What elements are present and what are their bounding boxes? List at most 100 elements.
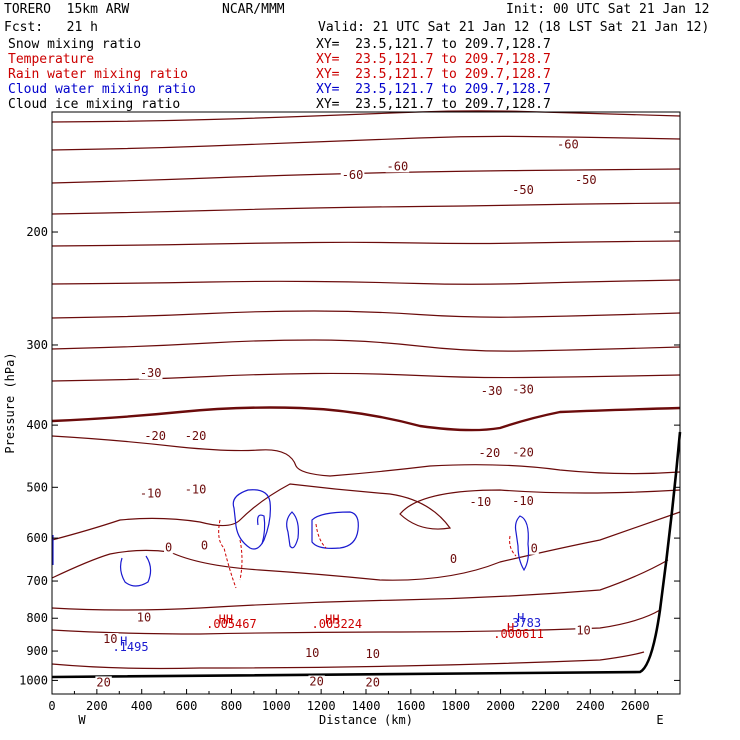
temperature-contour-label-bg: [448, 553, 459, 566]
cloud-water-contour: [311, 511, 359, 549]
cloud-water-contours: [52, 489, 530, 587]
temperature-contour-label-bg: [468, 495, 493, 508]
temperature-contour-label-bg: [511, 494, 535, 507]
temperature-contour-label-bg: [364, 676, 381, 689]
rain-water-contour: [509, 535, 517, 557]
contour-labels: -60 -60 -60 -50 -50 -30 -30 -30 -20 -20 -20 -20 -10 -…: [95, 137, 598, 690]
temperature-contour-label-bg: [303, 646, 321, 659]
y-tick-label: 500: [26, 480, 48, 494]
cloud-water-label: .1495: [112, 640, 148, 654]
temperature-contour-label-bg: [164, 541, 174, 554]
temperature-contour-label: -20: [185, 429, 207, 443]
cloud-water-label: .3783: [505, 616, 541, 630]
field-xy-cloud-water: XY= 23.5,121.7 to 209.7,128.7: [316, 82, 551, 97]
rain-water-contour: [315, 523, 327, 549]
x-tick-label: 2400: [576, 699, 605, 713]
temperature-contour-label: 10: [137, 611, 151, 625]
y-tick-label: 200: [26, 225, 48, 239]
temperature-contour-label-bg: [138, 367, 163, 380]
temperature-contour-label: -10: [470, 495, 492, 509]
rain-water-label: .000611: [493, 627, 544, 641]
temperature-contour-label-bg: [479, 385, 504, 398]
y-tick-label: 300: [26, 338, 48, 352]
temperature-contour-label: -10: [140, 486, 162, 500]
y-tick-label: 800: [26, 611, 48, 625]
field-xy-rain: XY= 23.5,121.7 to 209.7,128.7: [316, 67, 551, 82]
terrain-profile: [51, 431, 682, 679]
header-init: Init: 00 UTC Sat 21 Jan 12: [506, 2, 710, 17]
temperature-contour-label: 10: [305, 646, 319, 660]
temperature-contour-label-bg: [364, 647, 381, 660]
field-xy-temperature: XY= 23.5,121.7 to 209.7,128.7: [316, 52, 551, 67]
y-tick-label: 900: [26, 644, 48, 658]
cloud-water-contour: [257, 514, 266, 545]
x-tick-label: 800: [221, 699, 243, 713]
x-tick-label: 2600: [621, 699, 650, 713]
temperature-contour: [51, 202, 681, 215]
zero-degree-contour: [51, 406, 681, 432]
x-tick-label: 2200: [531, 699, 560, 713]
temperature-contour-label: -20: [512, 445, 534, 459]
y-tick-label: 700: [26, 574, 48, 588]
x-tick-label: 1400: [352, 699, 381, 713]
temperature-contour: [51, 310, 681, 319]
x-tick-label: 2000: [486, 699, 515, 713]
temperature-contour-label: -60: [387, 159, 409, 173]
x-tick-label: 400: [131, 699, 153, 713]
temperature-contour-label-bg: [183, 430, 208, 443]
temperature-contour-label: 0: [201, 538, 208, 552]
temperature-contour-label: -60: [557, 137, 579, 151]
x-tick-label: 1800: [441, 699, 470, 713]
rain-water-label: HH: [219, 612, 233, 626]
cloud-water-contour: [119, 555, 152, 587]
field-name-temperature: Temperature: [8, 52, 95, 67]
field-name-cloud-water: Cloud water mixing ratio: [8, 82, 196, 97]
temperature-contour-label-bg: [183, 483, 208, 496]
temperature-contour-label-bg: [385, 160, 410, 173]
temperature-contour-label: 10: [366, 647, 380, 661]
x-tick-label: 0: [48, 699, 55, 713]
temperature-contour-label: -10: [185, 483, 207, 497]
cloud-water-contour: [286, 511, 299, 549]
temperature-contour-label: 20: [309, 675, 323, 689]
temperature-contour-label-bg: [138, 487, 163, 500]
temperature-contour-label: 0: [165, 541, 172, 555]
temperature-contour-label: -20: [479, 446, 501, 460]
temperature-contour-label-bg: [511, 183, 535, 196]
temperature-contour-label: 0: [531, 542, 538, 556]
y-tick-label: 600: [26, 531, 48, 545]
x-tick-label: 600: [176, 699, 198, 713]
header-fcst: Fcst: 21 h: [4, 20, 98, 35]
temperature-contour-label: -30: [512, 383, 534, 397]
temperature-contour-label-bg: [308, 675, 325, 688]
x-axis-label: Distance (km): [319, 713, 413, 727]
temperature-contour: [51, 511, 681, 581]
temperature-contour-label: -50: [512, 183, 534, 197]
rain-water-contour: [218, 519, 237, 589]
y-tick-label: 1000: [19, 673, 48, 687]
temperature-contour-label: -20: [144, 429, 166, 443]
temperature-contour-label-bg: [511, 383, 535, 396]
temperature-contour-label-bg: [575, 624, 592, 637]
temperature-contour: [51, 435, 681, 477]
temperature-contour-label: -30: [481, 384, 503, 398]
temperature-contour-label-bg: [556, 138, 580, 151]
x-end-right-label: E: [656, 713, 663, 727]
field-name-snow: Snow mixing ratio: [8, 37, 142, 52]
temperature-contour: [51, 483, 681, 541]
temperature-contour-label-bg: [529, 542, 539, 555]
temperature-contour-label: 0: [450, 552, 457, 566]
x-tick-label: 200: [86, 699, 108, 713]
temperature-contour-label: 10: [576, 624, 590, 638]
temperature-contour-label-bg: [135, 611, 153, 624]
rain-water-label: .005467: [206, 617, 257, 631]
cloud-water-label: H: [517, 611, 524, 625]
temperature-contour: [51, 651, 645, 670]
temperature-contour: [51, 168, 681, 184]
cloud-water-contour: [232, 489, 271, 550]
temperature-contour: [51, 339, 681, 352]
y-tick-label: 400: [26, 418, 48, 432]
temperature-contour: [51, 372, 681, 382]
rain-water-label: H: [507, 621, 514, 635]
